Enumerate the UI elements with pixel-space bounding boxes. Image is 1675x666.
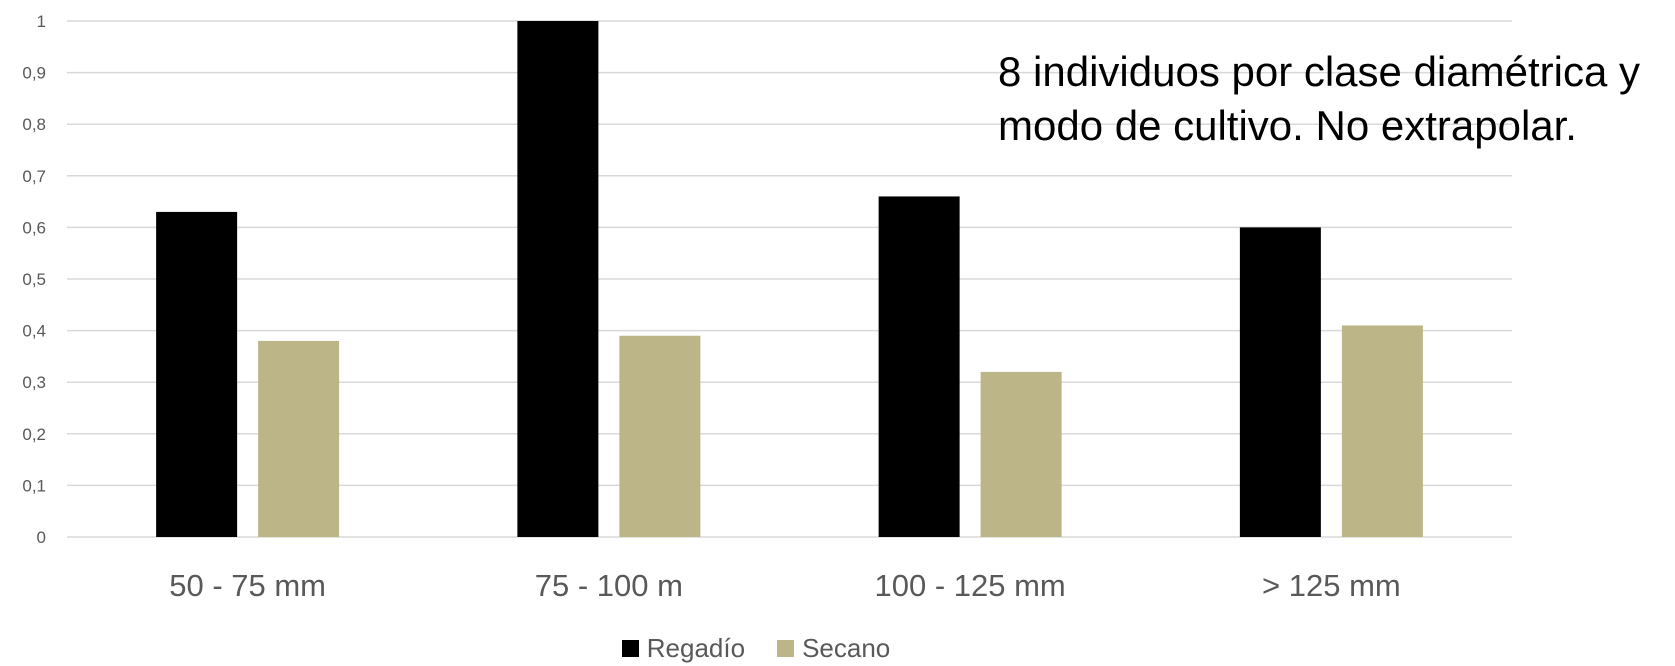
bars — [156, 21, 1423, 538]
y-tick-label: 1 — [37, 12, 46, 31]
bar-regadio — [878, 196, 960, 537]
category-label: 75 - 100 m — [535, 568, 683, 603]
y-tick-label: 0,1 — [22, 476, 46, 495]
bar-regadio — [1239, 227, 1321, 537]
y-tick-label: 0,6 — [22, 218, 46, 237]
y-tick-label: 0,3 — [22, 373, 46, 392]
legend: Regadío Secano — [0, 633, 1512, 664]
legend-item-secano: Secano — [777, 633, 890, 664]
y-axis-ticks: 0 0,1 0,2 0,3 0,4 0,5 0,6 0,7 0,8 0,9 1 — [22, 12, 46, 547]
bar-secano — [619, 335, 701, 537]
legend-item-regadio: Regadío — [621, 633, 746, 664]
y-tick-label: 0,7 — [22, 167, 46, 186]
bar-chart: 0 0,1 0,2 0,3 0,4 0,5 0,6 0,7 0,8 0,9 1 50 - 75 mm… — [22, 12, 1512, 603]
bar-secano — [1341, 325, 1423, 537]
bar-regadio — [156, 211, 238, 538]
chart-annotation: 8 individuos por clase diamétrica y modo… — [998, 48, 1640, 149]
y-tick-label: 0,8 — [22, 115, 46, 134]
category-label: 100 - 125 mm — [874, 568, 1065, 603]
legend-swatch-regadio — [621, 640, 639, 657]
category-label: > 125 mm — [1262, 568, 1401, 603]
y-tick-label: 0,9 — [22, 64, 46, 83]
bar-secano — [258, 340, 340, 537]
y-tick-label: 0,2 — [22, 425, 46, 444]
category-label: 50 - 75 mm — [169, 568, 326, 603]
legend-label-secano: Secano — [802, 633, 891, 663]
y-tick-label: 0 — [37, 528, 46, 547]
y-tick-label: 0,4 — [22, 322, 46, 341]
bar-regadio — [517, 21, 599, 537]
category-labels: 50 - 75 mm 75 - 100 m 100 - 125 mm > 125 mm — [169, 568, 1400, 603]
legend-swatch-secano — [777, 640, 795, 657]
legend-label-regadio: Regadío — [646, 633, 746, 663]
bar-secano — [980, 371, 1062, 537]
y-tick-label: 0,5 — [22, 270, 46, 289]
